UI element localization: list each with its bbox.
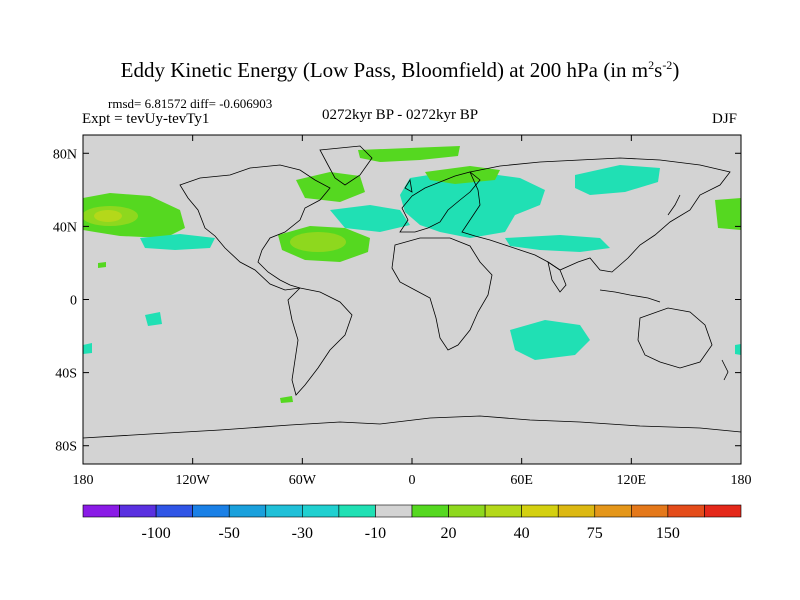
period-label: 0272kyr BP - 0272kyr BP [321, 107, 479, 123]
colorbar-label: 150 [656, 525, 680, 542]
coastline-new-zealand [721, 359, 729, 381]
contour-region [98, 262, 106, 268]
coastline-uk [404, 178, 413, 193]
contour-region [296, 172, 365, 202]
contour-region [145, 312, 162, 326]
experiment-label: Expt = tevUy-tevTy1 [82, 111, 210, 127]
lat-tick-label: 40N [53, 220, 77, 235]
contour-region [505, 235, 610, 252]
coastline-japan [667, 194, 681, 216]
colorbar-swatch [594, 504, 632, 518]
colorbar-label: -10 [365, 525, 386, 542]
coastline-antarctica [83, 415, 741, 439]
contour-region [330, 205, 410, 232]
colorbar-swatch [411, 504, 449, 518]
coastline-india [547, 261, 567, 293]
contour-region [358, 146, 460, 162]
colorbar-label: 20 [441, 525, 457, 542]
colorbar-swatch [155, 504, 193, 518]
coastline-greenland [319, 145, 373, 186]
colorbar-label: -30 [292, 525, 313, 542]
coastline-north-america [179, 164, 331, 291]
coastline-south-america [287, 287, 353, 396]
lat-tick-label: 80S [55, 440, 77, 455]
contour-region [94, 210, 122, 222]
lat-tick-label: 0 [70, 294, 77, 309]
lon-tick-label: 60W [289, 473, 317, 488]
colorbar-label: 75 [587, 525, 603, 542]
contour-fills [83, 146, 741, 403]
season-label: DJF [712, 111, 738, 127]
coastline-africa [391, 237, 493, 351]
colorbar-swatch [265, 504, 303, 518]
colorbar-swatch [448, 504, 486, 518]
colorbar-swatch [484, 504, 522, 518]
contour-region [575, 165, 660, 195]
colorbar-swatch [667, 504, 705, 518]
contour-region [83, 343, 92, 354]
contour-region [425, 166, 500, 184]
coastlines [83, 145, 741, 439]
colorbar-swatch [521, 504, 559, 518]
coastline-europe [399, 171, 481, 233]
contour-region [280, 396, 293, 403]
contour-region [140, 234, 215, 250]
colorbar-swatch [338, 504, 376, 518]
colorbar-swatch [192, 504, 230, 518]
contour-region [510, 320, 590, 360]
lon-tick-label: 60E [510, 473, 533, 488]
colorbar-swatch [704, 504, 742, 518]
lat-tick-label: 80N [53, 147, 77, 162]
colorbar-swatch [375, 504, 413, 518]
colorbar-swatch [119, 504, 157, 518]
coastline-asia [461, 157, 731, 273]
contour-region [735, 344, 741, 355]
contour-region [715, 198, 741, 230]
stats-label: rmsd= 6.81572 diff= -0.606903 [108, 96, 273, 111]
contour-region [290, 232, 346, 252]
colorbar-label: -50 [219, 525, 240, 542]
lon-tick-label: 120E [617, 473, 647, 488]
longitude-axis: 180 120W 60W 0 60E 120E 180 [73, 135, 752, 488]
lon-tick-label: 180 [73, 473, 94, 488]
lat-tick-label: 40S [55, 367, 77, 382]
coastline-australia [637, 307, 713, 369]
plot-title: Eddy Kinetic Energy (Low Pass, Bloomfiel… [120, 58, 680, 82]
colorbar-label: -100 [141, 525, 170, 542]
colorbar-label: 40 [514, 525, 530, 542]
colorbar-swatch [228, 504, 267, 518]
coastline-indonesia [599, 289, 661, 303]
colorbar-swatch [631, 504, 669, 518]
colorbar: -100 -50 -30 -10 20 40 75 150 [82, 504, 742, 542]
lon-tick-label: 180 [731, 473, 752, 488]
latitude-axis: 80N 40N 0 40S 80S [53, 147, 741, 455]
colorbar-swatch [82, 504, 120, 518]
colorbar-swatch [302, 504, 340, 518]
lon-tick-label: 120W [176, 473, 211, 488]
contour-region [400, 170, 545, 238]
lon-tick-label: 0 [409, 473, 416, 488]
colorbar-swatch [557, 504, 596, 518]
